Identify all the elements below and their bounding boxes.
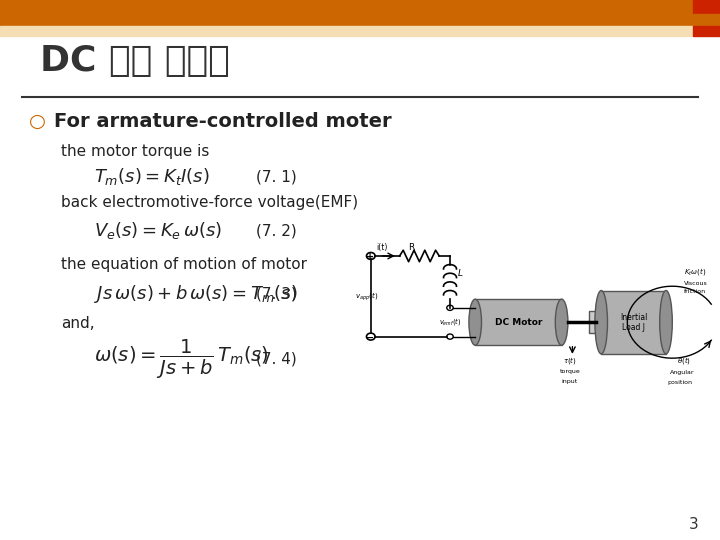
Bar [693, 0, 720, 14]
Text: position: position [668, 380, 693, 385]
Text: DC 모터 모델링: DC 모터 모델링 [40, 44, 230, 78]
Text: DC Motor: DC Motor [495, 318, 542, 327]
Ellipse shape [660, 291, 672, 354]
Text: (7. 2): (7. 2) [256, 223, 297, 238]
Text: and,: and, [61, 316, 95, 332]
Bar [0, 0, 693, 26]
Ellipse shape [595, 291, 608, 354]
Text: torque: torque [560, 369, 580, 374]
Text: back electromotive-force voltage(EMF): back electromotive-force voltage(EMF) [61, 195, 359, 210]
Text: −: − [366, 333, 374, 343]
Ellipse shape [555, 299, 568, 345]
Text: For armature-controlled moter: For armature-controlled moter [54, 112, 392, 131]
Text: $Js\,\omega(s) + b\,\omega(s) = T_m(s)$: $Js\,\omega(s) + b\,\omega(s) = T_m(s)$ [94, 284, 297, 305]
Text: (7. 4): (7. 4) [256, 352, 297, 367]
Bar [0, 26, 693, 36]
Text: friction: friction [684, 289, 706, 294]
Text: ○: ○ [29, 112, 46, 131]
Text: i(t): i(t) [376, 243, 387, 252]
Text: the equation of motion of motor: the equation of motion of motor [61, 257, 307, 272]
Text: input: input [562, 379, 578, 384]
Text: $K_t\omega(t)$: $K_t\omega(t)$ [684, 266, 706, 276]
Text: $\tau(t)$: $\tau(t)$ [563, 355, 577, 366]
Text: (7. 1): (7. 1) [256, 169, 297, 184]
Text: L: L [458, 269, 463, 278]
Text: R: R [409, 243, 415, 252]
Bar [601, 291, 666, 354]
Text: Viscous: Viscous [684, 281, 708, 286]
Text: Inertial
Load J: Inertial Load J [620, 313, 647, 332]
Text: $V_e(s) = K_e\,\omega(s)$: $V_e(s) = K_e\,\omega(s)$ [94, 220, 222, 241]
Text: 3: 3 [688, 517, 698, 532]
Text: (7. 3): (7. 3) [256, 287, 297, 302]
Text: $T_m(s) = K_t I(s)$: $T_m(s) = K_t I(s)$ [94, 166, 210, 187]
Text: $\omega(s) = \dfrac{1}{Js + b}\,T_m(s)$: $\omega(s) = \dfrac{1}{Js + b}\,T_m(s)$ [94, 338, 269, 381]
Text: the motor torque is: the motor torque is [61, 144, 210, 159]
Text: $\theta(t)$: $\theta(t)$ [677, 355, 690, 366]
Ellipse shape [469, 299, 482, 345]
Text: $v_{emf}(t)$: $v_{emf}(t)$ [439, 316, 462, 327]
Bar [589, 311, 602, 333]
Bar [475, 299, 562, 345]
Text: $v_{app}(t)$: $v_{app}(t)$ [355, 291, 378, 303]
Text: +: + [366, 252, 374, 262]
Bar [693, 26, 720, 36]
Bar [693, 14, 720, 26]
Text: Angular: Angular [670, 370, 694, 375]
